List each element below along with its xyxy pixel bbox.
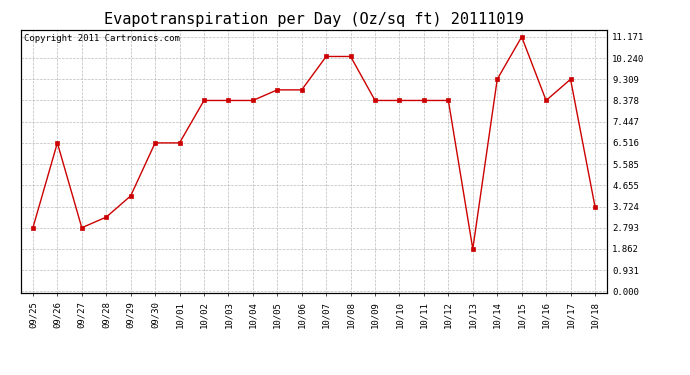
Text: Copyright 2011 Cartronics.com: Copyright 2011 Cartronics.com xyxy=(23,34,179,43)
Title: Evapotranspiration per Day (Oz/sq ft) 20111019: Evapotranspiration per Day (Oz/sq ft) 20… xyxy=(104,12,524,27)
